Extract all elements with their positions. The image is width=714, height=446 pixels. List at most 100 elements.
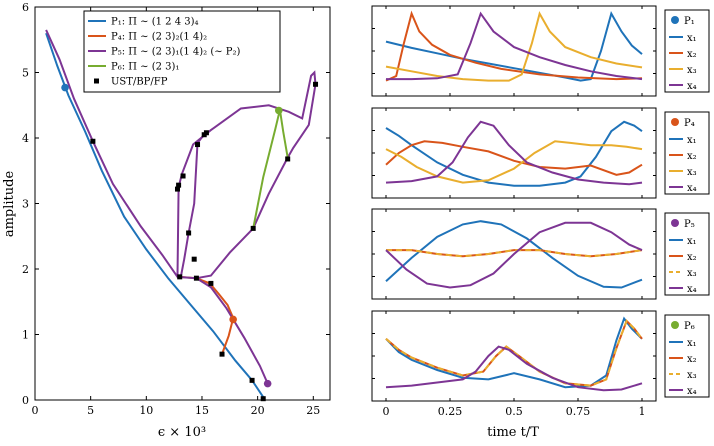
time-series-panel-2: P₄ x₁ x₂ x₃ x₄ xyxy=(371,107,710,199)
y-tick-label: 6 xyxy=(22,1,29,14)
legend-entry-label: P₄: Π ∼ (2 3)₂(1 4)₂ xyxy=(111,32,207,43)
panel-series-line-4 xyxy=(385,120,643,186)
panel-series-line-1 xyxy=(385,220,643,289)
bifurcation-series-line-3 xyxy=(252,109,289,229)
panel-legend-title-marker xyxy=(671,118,679,126)
legend-entry-label: P₆: Π ∼ (2 3)₁ xyxy=(111,62,179,73)
panel-legend-label: x₃ xyxy=(687,65,697,76)
legend-entry-label: UST/BP/FP xyxy=(111,77,168,88)
y-tick-label: 3 xyxy=(22,198,29,211)
panel-legend-title-marker xyxy=(671,16,679,24)
ust-bp-fp-marker xyxy=(219,351,225,357)
ust-bp-fp-marker xyxy=(260,396,266,402)
x-tick-label: 5 xyxy=(87,404,94,417)
ust-bp-fp-marker xyxy=(208,280,214,286)
legend-entry-label: P₅: Π ∼ (2 3)₁(1 4)₂ (∼ P₂) xyxy=(111,47,241,58)
x-tick-label: 20 xyxy=(251,404,265,417)
panel-legend-label: x₂ xyxy=(687,151,697,162)
orbit-point-marker-3 xyxy=(274,106,283,115)
x-tick-label: 10 xyxy=(139,404,153,417)
panel-legend-label: x₂ xyxy=(687,252,697,263)
panel-series-line-4 xyxy=(385,221,643,289)
legend-box xyxy=(83,10,281,93)
panel-series-line-1 xyxy=(385,11,643,82)
legend-marker-swatch xyxy=(94,78,99,84)
panel-legend-title-marker xyxy=(671,219,679,227)
ust-bp-fp-marker xyxy=(285,156,291,162)
panel-legend-box xyxy=(664,111,710,195)
panel-legend-label: x₁ xyxy=(687,338,697,349)
ust-bp-fp-marker xyxy=(180,173,186,179)
ust-bp-fp-marker xyxy=(193,275,199,281)
bifurcation-series-line-1 xyxy=(179,275,235,355)
y-tick-label: 4 xyxy=(22,132,29,145)
panel-legend-title: P₅ xyxy=(684,219,695,230)
y-tick-label: 0 xyxy=(22,394,29,407)
ust-bp-fp-marker xyxy=(177,274,183,280)
ust-bp-fp-marker xyxy=(90,138,96,144)
time-tick-label: 0.5 xyxy=(505,405,523,418)
panel-series-line-4 xyxy=(386,11,643,81)
panel-series-line-1 xyxy=(385,316,643,389)
time-tick-label: 0.25 xyxy=(438,405,463,418)
panel-series-line-4 xyxy=(385,345,643,392)
time-series-panels: P₁ x₁ x₂ x₃ x₄ P₄ x₁ x₂ x₃ x₄ P₅ x₁ x₂ x₃ x₄ P₆ x₁ x₂ x₃ x₄… xyxy=(371,5,710,418)
panel-legend-label: x₃ xyxy=(687,370,697,381)
panel-legend-box xyxy=(664,212,710,296)
bifurcation-series-line-0 xyxy=(45,32,266,400)
x-tick-label: 25 xyxy=(306,404,320,417)
panel-legend-title-marker xyxy=(671,321,679,329)
ust-bp-fp-marker xyxy=(191,256,197,262)
panel-legend-title: P₁ xyxy=(684,16,695,27)
ust-bp-fp-marker xyxy=(174,186,180,192)
x-tick-label: 0 xyxy=(32,404,39,417)
time-tick-label: 0.75 xyxy=(566,405,591,418)
panel-legend-title: P₆ xyxy=(684,321,695,332)
orbit-point-marker-0 xyxy=(61,83,69,92)
panel-series-line-3 xyxy=(385,140,643,184)
time-series-panel-4: P₆ x₁ x₂ x₃ x₄ 0 0.25 0.5 0.75 1 xyxy=(371,310,710,418)
bifurcation-plot-area xyxy=(45,29,319,402)
panel-legend-label: x₃ xyxy=(687,167,697,178)
panel-series-line-3 xyxy=(386,249,643,258)
panel-legend-box xyxy=(664,314,710,398)
panel-series-line-2 xyxy=(385,140,643,176)
time-tick-label: 0 xyxy=(383,405,390,418)
x-tick-label: 15 xyxy=(195,404,209,417)
y-tick-label: 5 xyxy=(22,67,29,80)
panel-legend-label: x₄ xyxy=(687,81,697,92)
time-series-panel-1: P₁ x₁ x₂ x₃ x₄ xyxy=(371,5,710,97)
panel-legend-label: x₁ xyxy=(687,135,697,146)
panel-series-line-1 xyxy=(385,120,643,187)
orbit-point-marker-2 xyxy=(263,379,272,388)
time-series-panel-3: P₅ x₁ x₂ x₃ x₄ xyxy=(371,208,710,300)
ust-bp-fp-marker xyxy=(176,182,182,188)
ust-bp-fp-marker xyxy=(195,142,201,148)
orbit-point-marker-1 xyxy=(229,315,237,324)
bifurcation-y-axis-label: amplitude xyxy=(2,171,17,238)
panel-frame xyxy=(371,107,657,199)
panel-legend-label: x₂ xyxy=(687,354,697,365)
panel-legend-title: P₄ xyxy=(684,118,695,129)
time-tick-label: 1 xyxy=(639,405,646,418)
legend-entry-label: P₁: Π ∼ (1 2 4 3)₄ xyxy=(111,17,199,28)
panel-series-line-3 xyxy=(385,319,643,387)
panel-legend-label: x₄ xyxy=(687,284,697,295)
y-tick-label: 1 xyxy=(22,329,29,342)
bifurcation-loop-1 xyxy=(179,132,207,278)
bifurcation-axes: 0 5 10 15 20 25 0 1 2 3 4 5 6 xyxy=(22,1,330,417)
panel-legend-label: x₄ xyxy=(687,183,697,194)
panel-legend-label: x₄ xyxy=(687,386,697,397)
ust-bp-fp-marker xyxy=(250,225,256,231)
bifurcation-loop-0 xyxy=(176,70,317,280)
panel-legend-label: x₁ xyxy=(687,33,697,44)
time-axis-label: time t/T xyxy=(487,425,539,440)
ust-bp-fp-marker xyxy=(186,230,192,236)
ust-bp-fp-marker xyxy=(249,377,255,383)
ust-bp-fp-marker xyxy=(203,130,209,136)
panel-legend-box xyxy=(664,9,710,93)
panel-legend-label: x₂ xyxy=(687,49,697,60)
panel-series-line-2 xyxy=(385,10,643,82)
bifurcation-x-axis-label: ϵ × 10³ xyxy=(158,425,206,440)
